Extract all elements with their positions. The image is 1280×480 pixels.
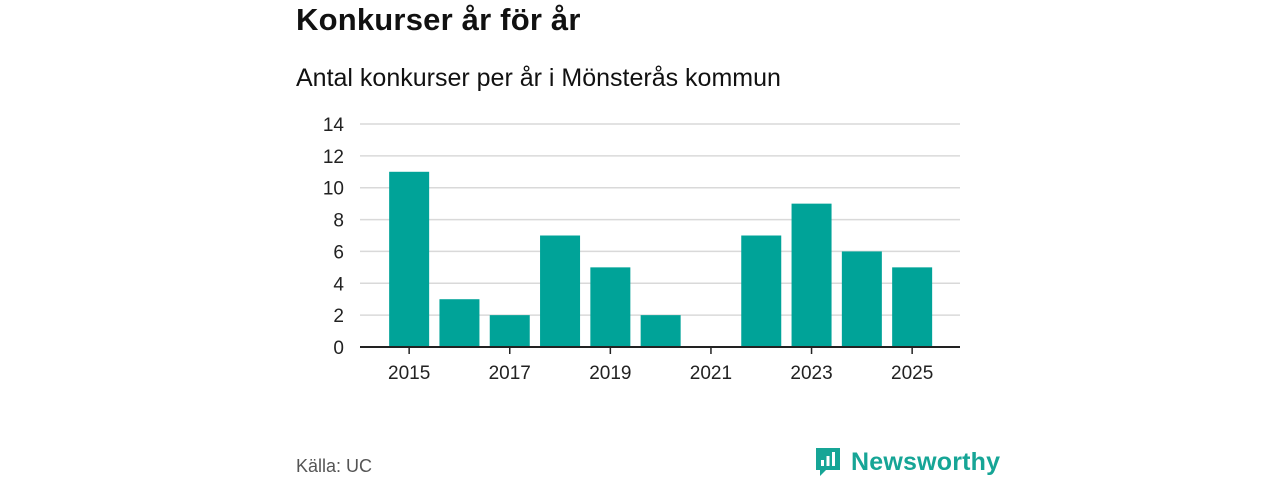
y-tick-label: 10: [323, 179, 344, 200]
bar-2018: [540, 235, 581, 347]
y-tick-label: 2: [333, 306, 344, 327]
y-tick-label: 4: [333, 274, 344, 295]
bar-2019: [590, 267, 631, 347]
bar-chart: 0 2 4 6 8 10 12 14 2015 2017 2019 2021 2023 2025: [323, 115, 960, 384]
y-axis-ticks: 0 2 4 6 8 10 12 14: [323, 115, 345, 359]
bar-2023: [791, 203, 832, 347]
x-tick-label: 2023: [790, 363, 832, 384]
bar-2024: [841, 251, 882, 347]
x-tick-label: 2021: [690, 363, 732, 384]
y-tick-label: 6: [333, 242, 344, 263]
y-tick-label: 12: [323, 147, 344, 168]
x-tick-label: 2025: [891, 363, 933, 384]
bar-2017: [489, 315, 530, 347]
x-tick-label: 2019: [589, 363, 631, 384]
bar-2016: [439, 299, 480, 347]
bars: [389, 171, 933, 347]
brand-logo: Newsworthy: [814, 446, 1000, 478]
brand-name: Newsworthy: [851, 447, 1001, 476]
x-tick-label: 2017: [489, 363, 531, 384]
bar-2015: [389, 171, 430, 347]
chart-subtitle: Antal konkurser per år i Mönsterås kommu…: [296, 64, 781, 92]
bar-2022: [741, 235, 782, 347]
x-tick-label: 2015: [388, 363, 430, 384]
y-tick-label: 14: [323, 115, 345, 136]
newsworthy-icon: [816, 448, 840, 476]
bar-2025: [892, 267, 933, 347]
bar-2020: [640, 315, 681, 347]
x-axis-ticks: 2015 2017 2019 2021 2023 2025: [388, 347, 933, 384]
chart-title: Konkurser år för år: [296, 2, 581, 37]
y-tick-label: 0: [333, 338, 344, 359]
source-note: Källa: UC: [296, 456, 373, 476]
y-tick-label: 8: [333, 211, 344, 232]
